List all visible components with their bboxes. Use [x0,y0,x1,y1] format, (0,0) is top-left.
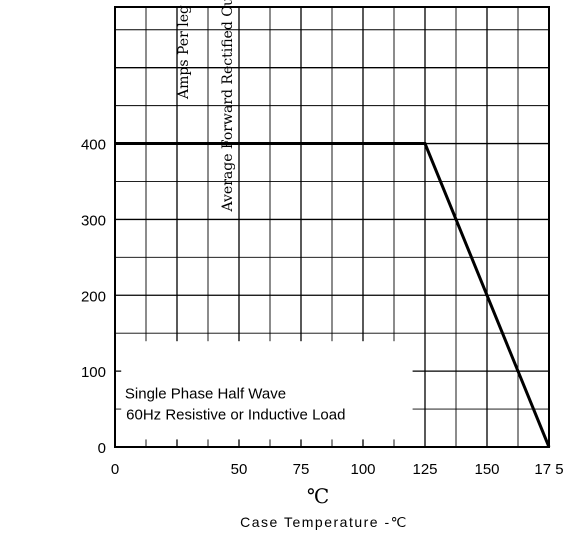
plot-frame [114,6,550,448]
x-tick-label: 17 5 [534,461,563,478]
y-tick-label: 0 [98,440,106,457]
x-tick-label: 0 [111,461,119,478]
x-tick-label: 50 [231,461,248,478]
annotation-line-2: 60Hz Resistive or Inductive Load [126,407,345,424]
y-axis-label-line-2: Amps Per leg [176,5,192,100]
annotation-box [121,341,413,440]
y-axis-label-line-1: Average Forward Rectified Current-Ampere… [220,0,236,213]
y-tick-label: 200 [81,288,106,305]
y-tick-label: 300 [81,212,106,229]
annotation-line-1: Single Phase Half Wave [125,385,286,402]
x-tick-label: 125 [412,461,437,478]
x-tick-label: 100 [350,461,375,478]
x-axis-label: Case Temperature -℃ [240,514,408,530]
x-tick-label: 75 [293,461,310,478]
y-tick-label: 400 [81,137,106,154]
x-tick-label: 150 [474,461,499,478]
x-axis-unit-symbol: ℃ [307,484,329,508]
y-tick-label: 100 [81,364,106,381]
tick-labels: 0 50 75 100 125 150 17 5 0 100 200 300 400 [81,137,564,478]
series-layer [115,142,551,448]
series-line-0 [115,142,551,448]
